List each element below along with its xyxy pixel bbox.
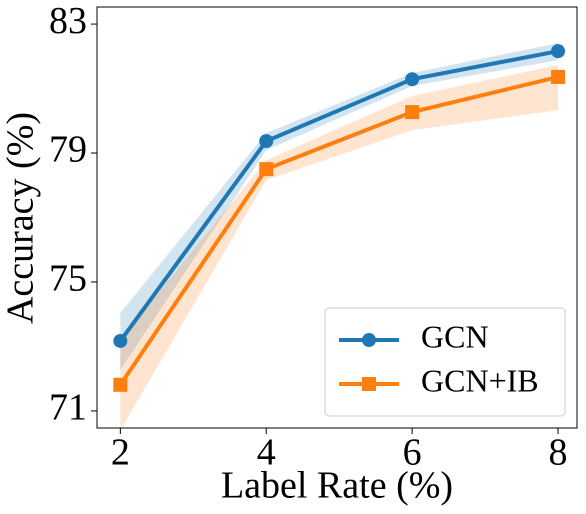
confidence-band	[120, 65, 559, 428]
y-tick-label: 79	[49, 129, 87, 171]
legend-marker	[362, 333, 376, 347]
marker	[551, 69, 566, 84]
x-tick-label: 6	[403, 432, 422, 474]
legend-label: GCN	[421, 318, 489, 354]
y-tick-label: 71	[49, 387, 87, 429]
plot	[118, 43, 559, 428]
legend-box	[324, 307, 566, 417]
marker	[259, 134, 274, 149]
marker	[551, 44, 566, 59]
marker	[405, 72, 420, 87]
marker	[405, 105, 420, 120]
marker	[113, 333, 128, 348]
marker	[113, 377, 128, 392]
y-axis-label: Accuracy (%)	[0, 112, 42, 324]
x-tick-label: 2	[111, 432, 130, 474]
series-line	[118, 49, 559, 343]
x-tick-label: 4	[257, 432, 276, 474]
y-tick-label: 75	[49, 258, 87, 300]
x-axis-label: Label Rate (%)	[221, 465, 453, 507]
x-tick-label: 8	[549, 432, 568, 474]
legend-label: GCN+IB	[421, 362, 539, 398]
marker	[259, 162, 274, 177]
y-tick-label: 83	[49, 0, 87, 42]
series-line	[118, 75, 559, 386]
legend-marker	[362, 377, 376, 391]
plot-frame	[96, 6, 578, 429]
